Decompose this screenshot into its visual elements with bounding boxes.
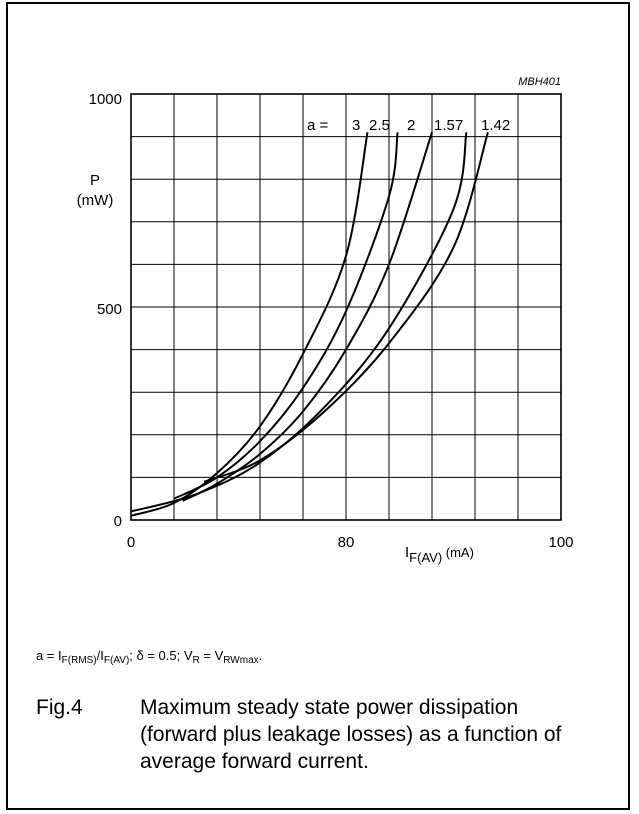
series-label: 2.5 [369, 117, 390, 134]
note-text: . [258, 648, 263, 663]
figure-frame [6, 2, 630, 810]
y-axis-label: P [90, 172, 100, 189]
x-tick-label: 80 [338, 534, 355, 551]
note-sub: F(AV) [103, 655, 130, 666]
x-tick-label: 0 [127, 534, 135, 551]
y-axis-unit: (mW) [77, 192, 114, 209]
plot-border [130, 93, 562, 521]
y-tick-label: 500 [97, 301, 122, 318]
chart-code: MBH401 [518, 76, 561, 88]
curve-a-3 [130, 132, 369, 517]
figure-number: Fig.4 [36, 696, 83, 719]
series-label: 1.57 [434, 117, 463, 134]
series-label: 3 [352, 117, 360, 134]
power-dissipation-chart: MBH401 1000 500 0 0 80 100 P (mW) IF(AV)… [77, 76, 574, 565]
figure-description: Maximum steady state power dissipation (… [140, 696, 562, 773]
note-text: ; δ = 0.5; V [129, 648, 193, 663]
note-sub: R [192, 655, 200, 666]
note-text: = V [199, 648, 224, 663]
series-label: 2 [407, 117, 415, 134]
y-tick-label: 1000 [89, 91, 122, 108]
x-label-main: I [405, 544, 409, 561]
x-label-unit: (mA) [442, 545, 474, 560]
x-label-sub: F(AV) [409, 550, 442, 565]
note-sub: RWmax [223, 655, 259, 666]
curve-a-1.42 [203, 132, 489, 483]
curve-a-1.57 [130, 132, 468, 513]
series-label: 1.42 [481, 117, 510, 134]
y-tick-label: 0 [114, 513, 122, 530]
x-tick-label: 100 [548, 534, 573, 551]
grid [131, 94, 561, 520]
note-sub: F(RMS) [61, 655, 97, 666]
curves [130, 132, 489, 517]
note-text: /I [96, 648, 104, 663]
series-label-prefix: a = [307, 117, 329, 134]
curve-a-2 [182, 132, 433, 502]
x-axis-label: IF(AV) (mA) [405, 544, 474, 565]
note-text: a = I [36, 648, 62, 663]
condition-note: a = IF(RMS)/IF(AV); δ = 0.5; VR = VRWmax… [36, 648, 262, 666]
